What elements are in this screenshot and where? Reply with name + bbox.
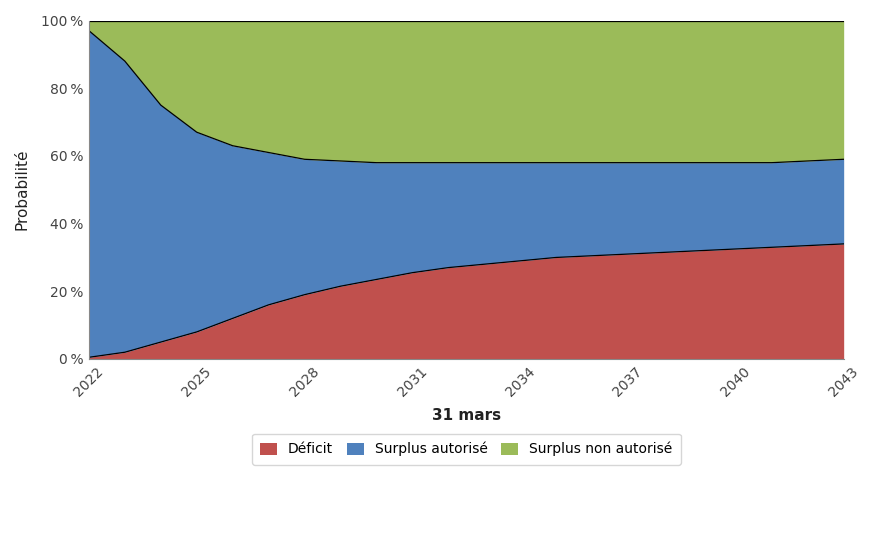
X-axis label: 31 mars: 31 mars [432,408,501,423]
Y-axis label: Probabilité: Probabilité [15,149,30,230]
Legend: Déficit, Surplus autorisé, Surplus non autorisé: Déficit, Surplus autorisé, Surplus non a… [251,434,681,465]
